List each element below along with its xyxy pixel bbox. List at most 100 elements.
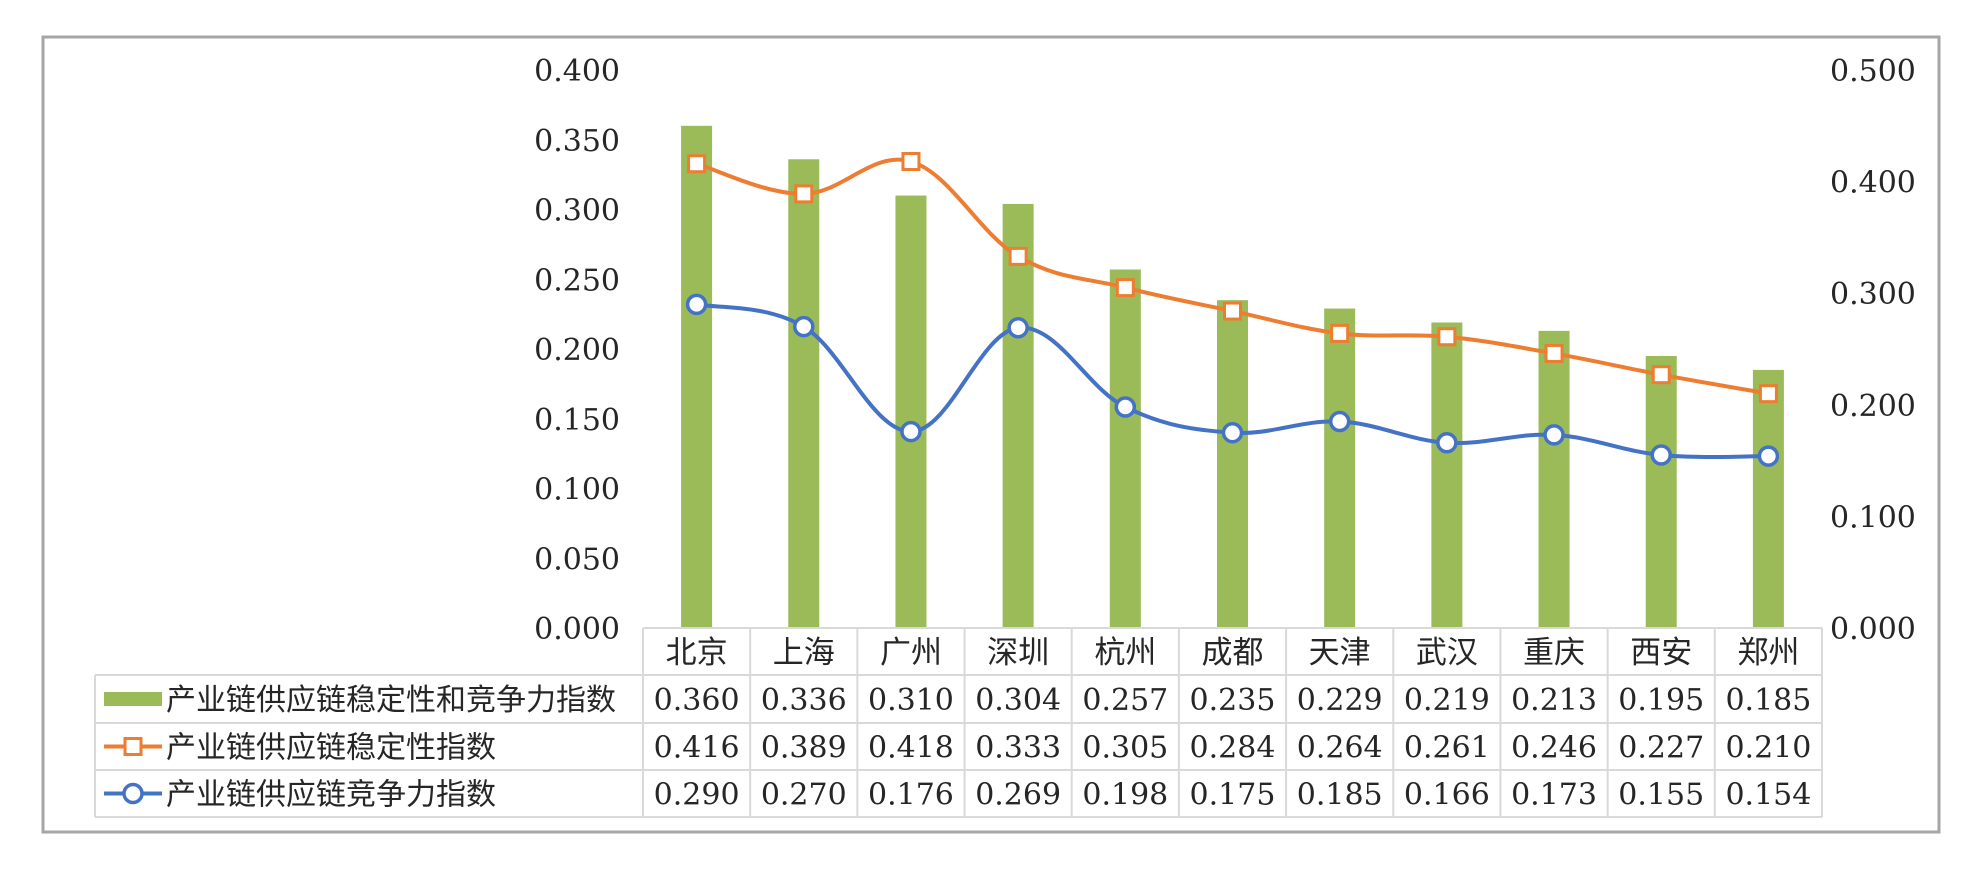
right-tick-label: 0.300 [1830,277,1916,312]
circle-marker [1007,317,1029,339]
series-name: 产业链供应链竞争力指数 [166,778,496,813]
category-label: 成都 [1202,635,1264,671]
square-marker [1115,278,1135,298]
square-marker [1008,246,1028,266]
left-tick-label: 0.100 [534,473,620,508]
circle-marker [1328,410,1351,433]
data-label: 0.360 [654,683,740,718]
data-label: 0.416 [654,731,740,766]
left-tick-label: 0.000 [534,612,620,647]
legend-key-bar [104,692,162,706]
category-label: 武汉 [1416,635,1478,671]
data-label: 0.418 [868,731,954,766]
data-label: 0.290 [654,778,740,813]
left-tick-label: 0.150 [534,403,620,438]
left-tick-label: 0.300 [534,194,620,229]
data-label: 0.264 [1297,731,1383,766]
left-tick-label: 0.400 [534,54,620,89]
data-label: 0.257 [1082,683,1168,718]
bar-series [681,125,1784,629]
left-axis: 0.000 0.050 0.100 0.150 0.200 0.250 0.300 0.350… [534,54,620,647]
category-label: 杭州 [1094,635,1156,671]
left-tick-label: 0.200 [534,333,620,368]
data-label: 0.284 [1190,731,1276,766]
right-tick-label: 0.500 [1830,54,1916,89]
square-marker [1437,327,1457,347]
circle-marker [685,293,708,316]
bar [1538,330,1570,628]
bar [1109,269,1141,628]
data-label: 0.176 [868,778,954,813]
series-name: 产业链供应链稳定性和竞争力指数 [166,683,616,718]
data-label: 0.235 [1190,683,1276,718]
data-label: 0.173 [1511,778,1597,813]
square-marker [1330,323,1350,343]
category-label: 上海 [773,635,835,671]
bar [788,159,820,628]
category-label: 天津 [1309,635,1371,671]
data-label: 0.210 [1725,731,1811,766]
circle-marker [1221,421,1244,444]
left-tick-label: 0.250 [534,263,620,298]
right-tick-label: 0.400 [1830,166,1916,201]
bar [1217,300,1248,628]
square-marker [794,184,814,204]
data-label: 0.270 [761,778,847,813]
circle-marker [1114,396,1137,418]
category-label: 北京 [666,635,728,671]
circle-marker [1757,445,1780,467]
data-label: 0.175 [1190,778,1276,813]
category-label: 广州 [880,635,942,671]
data-label: 0.269 [975,778,1061,813]
right-axis: 0.000 0.100 0.200 0.300 0.400 0.500 [1830,54,1916,647]
bar [1002,203,1034,629]
data-label: 0.166 [1404,778,1490,813]
legend-key-square [123,737,143,756]
square-marker [687,154,707,174]
data-label: 0.304 [975,683,1061,718]
bar [1645,355,1677,628]
data-label: 0.333 [975,731,1061,766]
data-label: 0.305 [1082,731,1168,766]
category-label: 重庆 [1523,635,1585,671]
data-label: 0.185 [1297,778,1383,813]
data-label: 0.213 [1511,683,1597,718]
category-label: 郑州 [1737,635,1799,671]
circle-marker [1543,424,1565,446]
data-label: 0.155 [1618,778,1704,813]
data-label: 0.246 [1511,731,1597,766]
data-label: 0.219 [1404,683,1490,718]
data-label: 0.227 [1618,731,1704,766]
right-tick-label: 0.100 [1830,500,1916,535]
square-marker [901,152,921,172]
circle-marker [1436,431,1458,454]
square-marker [1758,384,1778,404]
bar [1752,369,1784,628]
circle-marker [900,420,922,443]
bar [1324,308,1356,628]
series-line [696,302,1769,459]
legend-key-circle [122,782,144,805]
square-marker [1651,365,1671,385]
data-label: 0.229 [1297,683,1383,718]
left-tick-label: 0.050 [534,542,620,577]
right-tick-label: 0.200 [1830,389,1916,424]
category-label: 西安 [1630,635,1692,671]
data-label: 0.310 [868,683,954,718]
data-label: 0.336 [761,683,847,718]
data-label: 0.195 [1618,683,1704,718]
bar [895,195,927,629]
data-label: 0.261 [1404,731,1490,766]
chart-frame [41,35,1941,834]
square-marker [1544,343,1564,363]
data-label: 0.154 [1725,778,1811,813]
left-tick-label: 0.350 [534,124,620,159]
data-label: 0.198 [1082,778,1168,813]
line-series [685,152,1780,467]
data-label: 0.185 [1725,683,1811,718]
data-label: 0.389 [761,731,847,766]
category-label: 深圳 [987,635,1049,671]
circle-marker [793,315,815,338]
